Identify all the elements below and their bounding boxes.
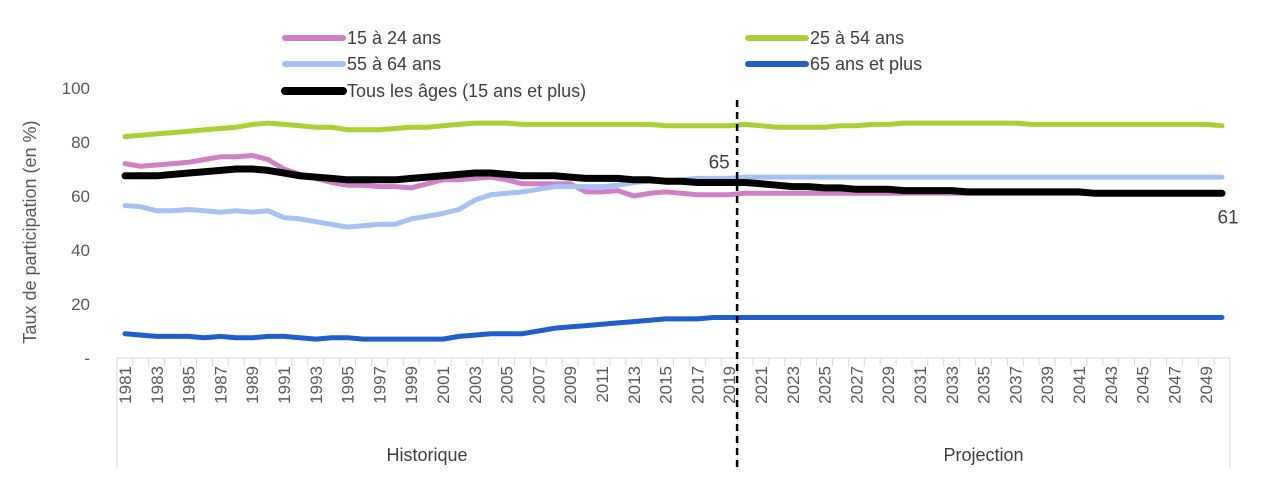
x-tick-label: 2011 [593, 366, 612, 403]
x-tick-label: 1985 [180, 366, 199, 404]
x-tick-label: 2007 [529, 366, 548, 404]
x-tick-label: 2023 [784, 366, 803, 404]
x-tick-label: 1987 [211, 366, 230, 404]
y-tick-label: 20 [71, 295, 90, 314]
x-tick-label: 2031 [911, 366, 930, 404]
y-tick-label: 100 [62, 79, 90, 98]
series-lines [121, 120, 1226, 342]
x-tick-label: 2017 [688, 366, 707, 404]
legend: 15 à 24 ans 25 à 54 ans 55 à 64 ans 65 ans … [281, 28, 922, 101]
series-line [121, 165, 1226, 197]
x-tick-label: 2013 [625, 366, 644, 404]
x-tick-label: 1997 [370, 366, 389, 404]
x-tick-label: 2019 [720, 366, 739, 404]
series-line [122, 120, 1225, 140]
series-line [122, 315, 1225, 342]
x-tick-label: 2049 [1197, 366, 1216, 404]
x-tick-label: 2039 [1038, 366, 1057, 404]
x-tick-label: 2005 [498, 366, 517, 404]
x-group-label: Historique [387, 445, 468, 465]
overlay: 65 61 [709, 100, 1239, 468]
y-axis-label: Taux de participation (en %) [20, 120, 40, 343]
legend-label: 55 à 64 ans [347, 54, 441, 74]
x-tick-label: 2037 [1006, 366, 1025, 404]
x-tick-label: 2025 [816, 366, 835, 404]
legend-label: 15 à 24 ans [347, 28, 441, 48]
x-tick-label: 2001 [434, 366, 453, 404]
x-tick-label: 2035 [975, 366, 994, 404]
x-tick-label: 2027 [847, 366, 866, 404]
y-tick-label: 40 [71, 241, 90, 260]
x-tick-label: 1981 [116, 366, 135, 404]
x-tick-label: 2043 [1102, 366, 1121, 404]
legend-label: 25 à 54 ans [810, 28, 904, 48]
x-tick-label: 1989 [243, 366, 262, 404]
x-tick-label: 2041 [1070, 366, 1089, 404]
x-tick-label: 2045 [1134, 366, 1153, 404]
x-tick-label: 1993 [307, 366, 326, 404]
x-tick-label: 2003 [466, 366, 485, 404]
y-tick-label: 80 [71, 133, 90, 152]
data-label: 61 [1217, 207, 1238, 228]
x-tick-label: 2009 [561, 366, 580, 404]
x-tick-label: 2033 [943, 366, 962, 404]
legend-label: Tous les âges (15 ans et plus) [347, 81, 586, 101]
x-tick-label: 2047 [1165, 366, 1184, 404]
x-tick-label: 1999 [402, 366, 421, 404]
x-group-label: Projection [944, 445, 1024, 465]
x-axis: 1981 1983 1985 1987 1989 1991 1993 1995 1997 1999… [116, 357, 1231, 468]
legend-label: 65 ans et plus [810, 54, 922, 74]
y-axis: - 20 40 60 80 100 [62, 79, 90, 368]
x-tick-label: 1995 [339, 366, 358, 404]
x-tick-label: 2021 [752, 366, 771, 404]
data-label: 65 [709, 153, 730, 174]
x-tick-label: 2029 [879, 366, 898, 404]
y-tick-label: - [84, 349, 90, 368]
x-tick-label: 1983 [148, 366, 167, 404]
x-tick-label: 2015 [657, 366, 676, 404]
y-tick-label: 60 [71, 187, 90, 206]
x-tick-label: 1991 [275, 366, 294, 404]
